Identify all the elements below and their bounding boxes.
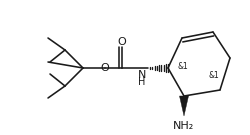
Text: H: H [138,77,145,87]
Polygon shape [179,96,188,116]
Text: N: N [137,70,145,80]
Text: NH₂: NH₂ [173,121,194,131]
Text: O: O [100,63,109,73]
Text: &1: &1 [177,62,188,70]
Text: &1: &1 [208,70,219,80]
Text: O: O [117,37,126,47]
